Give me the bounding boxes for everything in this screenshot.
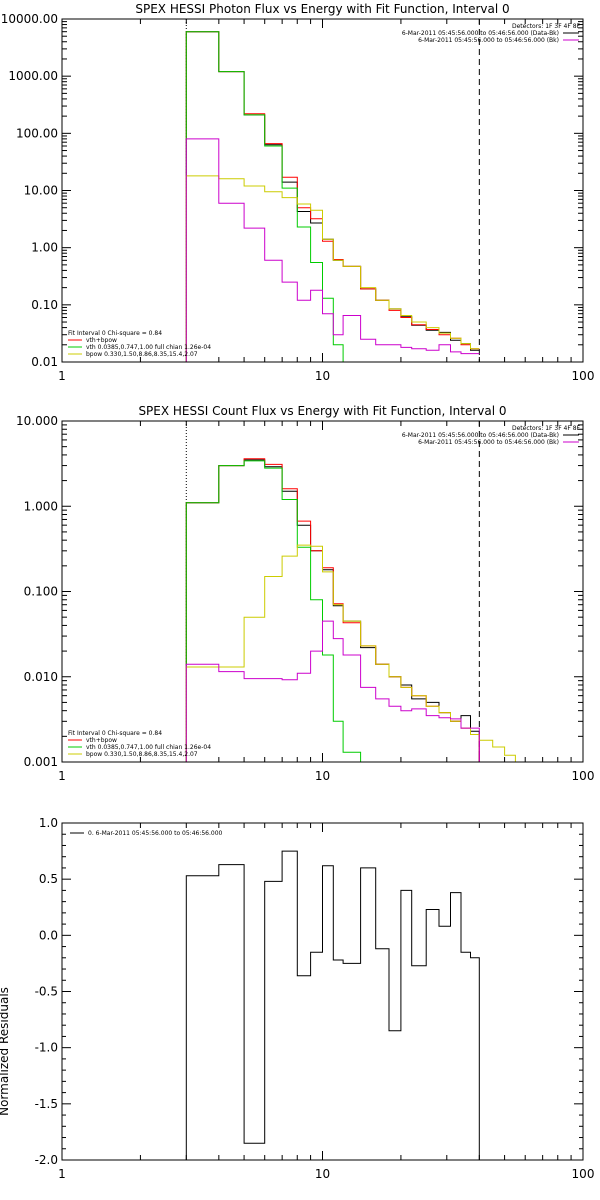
y-tick-label: 10.000 xyxy=(16,414,58,428)
chart-title: SPEX HESSI Photon Flux vs Energy with Fi… xyxy=(135,2,509,16)
y-axis-label: Normalized Residuals xyxy=(0,987,11,1116)
legend-entry: vth 0.0385,0.747,1.00 full chian 1.26e-0… xyxy=(86,744,211,751)
legend-entry: bpow 0.330,1.50,8.86,8.35,15.4,2.07 xyxy=(86,751,198,758)
legend-entry: 6-Mar-2011 05:45:56.000 to 05:46:56.000 … xyxy=(402,432,559,439)
detectors-label: Detectors: 1F 3F 4F 8F xyxy=(512,425,581,432)
y-tick-label: -1.5 xyxy=(35,1097,58,1111)
y-tick-label: 0.010 xyxy=(24,670,58,684)
x-tick-label: 100 xyxy=(572,1167,595,1181)
chart-panel-3: 1 10 100 -2.0 -1.5 -1.0 -0.5 0.0 0.5 1.0 Normalize… xyxy=(0,816,594,1181)
x-tick-label: 1 xyxy=(58,369,66,383)
legend-entry: 6-Mar-2011 05:45:56.000 to 05:46:56.000 … xyxy=(418,439,559,446)
x-tick-label: 10 xyxy=(315,1167,330,1181)
series-line-1 xyxy=(185,850,480,1160)
y-tick-label: -0.5 xyxy=(35,985,58,999)
y-tick-label: 100.00 xyxy=(16,126,58,140)
y-tick-label: 0.001 xyxy=(24,755,58,769)
legend-entry: vth 0.0385,0.747,1.00 full chian 1.26e-0… xyxy=(86,344,211,351)
x-tick-label: 1 xyxy=(58,769,66,783)
y-tick-label: 10000.00 xyxy=(1,12,58,26)
plot-frame xyxy=(61,822,584,1161)
fit-header: Fit Interval 0 Chi-square = 0.84 xyxy=(68,330,162,337)
y-tick-label: 0.01 xyxy=(31,355,58,369)
legend-entry: bpow 0.330,1.50,8.86,8.35,15.4,2.07 xyxy=(86,351,198,358)
legend-entry: vth+bpow xyxy=(86,737,117,744)
y-tick-label: 0.0 xyxy=(39,928,58,942)
legend-entry: 6-Mar-2011 05:45:56.000 to 05:46:56.000 … xyxy=(402,30,559,37)
y-tick-label: 1.0 xyxy=(39,816,58,830)
y-tick-label: 1000.00 xyxy=(8,69,58,83)
series-line-4 xyxy=(185,544,526,762)
x-tick-label: 10 xyxy=(315,369,330,383)
x-tick-label: 1 xyxy=(58,1167,66,1181)
series-line-3 xyxy=(185,31,361,362)
series-line-5 xyxy=(185,620,480,762)
chart-panel-2: SPEX HESSI Count Flux vs Energy with Fit… xyxy=(16,404,594,783)
x-tick-label: 100 xyxy=(572,369,595,383)
y-tick-label: 0.10 xyxy=(31,298,58,312)
y-tick-label: 10.00 xyxy=(24,184,58,198)
y-tick-label: 1.000 xyxy=(24,499,58,513)
y-tick-label: 0.5 xyxy=(39,872,58,886)
series-line-3 xyxy=(185,460,376,762)
legend-entry: vth+bpow xyxy=(86,337,117,344)
y-tick-label: -2.0 xyxy=(35,1153,58,1167)
legend-entry: 6-Mar-2011 05:45:56.000 to 05:46:56.000 … xyxy=(418,37,559,44)
legend-entry: 0. 6-Mar-2011 05:45:56.000 to 05:46:56.0… xyxy=(88,830,223,837)
fit-header: Fit Interval 0 Chi-square = 0.84 xyxy=(68,730,162,737)
y-tick-label: 0.100 xyxy=(24,585,58,599)
x-tick-label: 10 xyxy=(315,769,330,783)
x-tick-label: 100 xyxy=(572,769,595,783)
series-line-4 xyxy=(185,175,480,362)
chart-title: SPEX HESSI Count Flux vs Energy with Fit… xyxy=(138,404,506,418)
plot-frame xyxy=(61,18,584,363)
plot-frame xyxy=(61,420,584,763)
series-line-5 xyxy=(185,138,480,362)
y-tick-label: 1.00 xyxy=(31,241,58,255)
y-tick-label: -1.0 xyxy=(35,1041,58,1055)
chart-panel-1: SPEX HESSI Photon Flux vs Energy with Fi… xyxy=(1,2,595,383)
detectors-label: Detectors: 1F 3F 4F 8F xyxy=(512,23,581,30)
